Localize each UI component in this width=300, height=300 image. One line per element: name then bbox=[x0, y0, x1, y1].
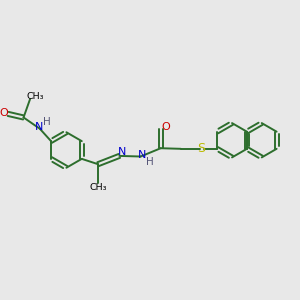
Text: H: H bbox=[146, 157, 153, 167]
Text: O: O bbox=[161, 122, 170, 132]
Text: O: O bbox=[0, 108, 8, 118]
Text: N: N bbox=[35, 122, 43, 132]
Text: S: S bbox=[196, 142, 205, 155]
Text: CH₃: CH₃ bbox=[89, 183, 107, 192]
Text: N: N bbox=[138, 150, 147, 160]
Text: N: N bbox=[118, 147, 126, 157]
Text: CH₃: CH₃ bbox=[27, 92, 44, 101]
Text: H: H bbox=[43, 117, 50, 127]
